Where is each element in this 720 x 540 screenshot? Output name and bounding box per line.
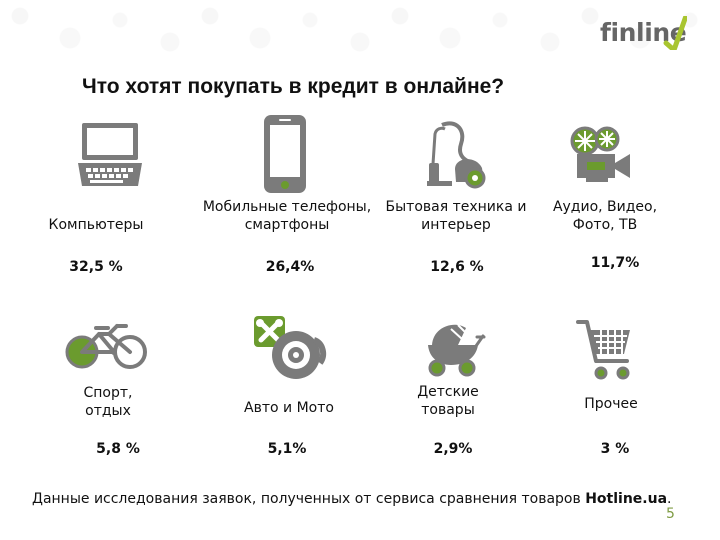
smartphone-icon xyxy=(264,115,306,193)
category-label-computers: Компьютеры xyxy=(48,217,144,233)
shopping-cart-icon xyxy=(576,320,630,380)
category-label-kids: Детские товары xyxy=(417,384,479,418)
category-value-computers: 32,5 % xyxy=(69,259,123,275)
category-label-sport: Спорт, отдых xyxy=(83,385,133,419)
page-title: Что хотят покупать в кредит в онлайне? xyxy=(82,75,505,98)
category-label-auto-moto: Авто и Мото xyxy=(244,400,334,416)
stroller-icon xyxy=(428,324,486,377)
source-note-prefix: Данные исследования заявок, полученных о… xyxy=(32,491,586,507)
bicycle-icon xyxy=(65,324,147,369)
source-note-suffix: . xyxy=(667,491,672,507)
camera-icon xyxy=(570,126,630,182)
page-number: 5 xyxy=(666,506,675,522)
category-value-sport: 5,8 % xyxy=(96,441,140,457)
category-label-audio-video: Аудио, Видео, Фото, ТВ xyxy=(552,199,658,233)
laptop-icon xyxy=(78,123,142,186)
finline-logo: finline xyxy=(600,18,687,47)
category-value-appliances: 12,6 % xyxy=(430,259,484,275)
category-label-appliances: Бытовая техника и интерьер xyxy=(385,199,527,233)
source-note: Данные исследования заявок, полученных о… xyxy=(32,490,702,508)
category-label-other: Прочее xyxy=(584,396,638,412)
category-value-auto-moto: 5,1% xyxy=(267,441,307,457)
header-pattern xyxy=(0,0,720,58)
logo-check-icon xyxy=(663,16,687,50)
wrench-icon xyxy=(254,316,327,379)
category-value-audio-video: 11,7% xyxy=(590,255,640,271)
category-value-kids: 2,9% xyxy=(433,441,473,457)
hotline-source: Hotline.ua xyxy=(585,491,668,507)
category-label-phones: Мобильные телефоны, смартфоны xyxy=(202,199,372,233)
category-value-phones: 26,4% xyxy=(265,259,315,275)
vacuum-icon xyxy=(427,121,486,189)
category-value-other: 3 % xyxy=(600,441,630,457)
